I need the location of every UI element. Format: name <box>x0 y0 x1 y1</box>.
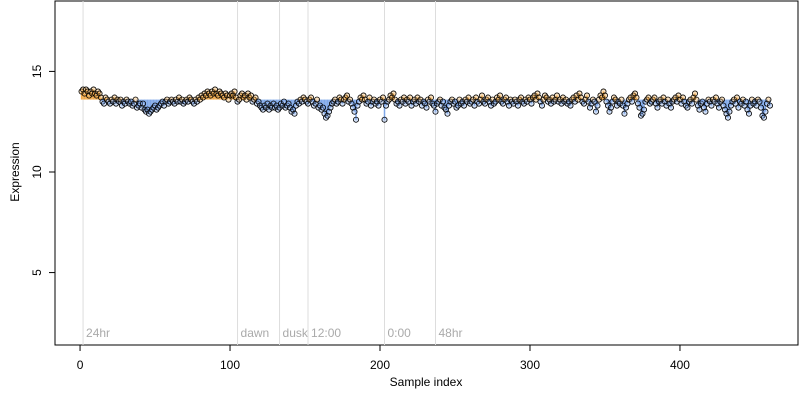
data-point <box>621 110 628 117</box>
data-point <box>460 102 467 109</box>
data-point <box>264 100 271 107</box>
x-tick-label: 0 <box>77 358 84 372</box>
data-point <box>496 92 503 99</box>
x-axis-title: Sample index <box>390 375 463 389</box>
data-point <box>401 94 408 101</box>
data-point <box>538 102 545 109</box>
data-point <box>353 116 360 123</box>
data-point <box>291 110 298 117</box>
data-point <box>633 94 640 101</box>
data-point <box>140 100 147 107</box>
data-point <box>571 98 578 105</box>
data-point <box>628 98 635 105</box>
data-point <box>547 100 554 107</box>
data-point <box>423 104 430 111</box>
data-point <box>528 100 535 107</box>
data-point <box>430 102 437 109</box>
data-point <box>375 102 382 109</box>
data-point <box>739 96 746 103</box>
data-point <box>487 102 494 109</box>
data-point <box>439 98 446 105</box>
x-tick-label: 300 <box>520 358 540 372</box>
data-point <box>601 92 608 99</box>
data-point <box>708 102 715 109</box>
y-tick-label: 10 <box>30 165 44 179</box>
data-point <box>604 102 611 109</box>
data-point <box>712 94 719 101</box>
data-point <box>380 94 387 101</box>
data-point <box>640 106 647 113</box>
data-point <box>558 100 565 107</box>
data-point <box>724 114 731 121</box>
annotation-label: 0:00 <box>388 326 412 340</box>
data-point <box>693 96 700 103</box>
data-point <box>594 102 601 109</box>
x-tick-label: 400 <box>670 358 690 372</box>
data-point <box>390 90 397 97</box>
data-point <box>444 110 451 117</box>
data-point <box>747 102 754 109</box>
data-point <box>667 104 674 111</box>
data-point <box>314 96 321 103</box>
data-point <box>478 92 485 99</box>
data-point <box>745 110 752 117</box>
annotation-label: dawn <box>241 326 270 340</box>
data-point <box>413 100 420 107</box>
data-point <box>396 102 403 109</box>
data-point <box>243 96 250 103</box>
data-point <box>553 92 560 99</box>
data-point <box>344 92 351 99</box>
data-point <box>607 104 614 111</box>
data-point <box>117 96 124 103</box>
data-point <box>567 102 574 109</box>
data-point <box>762 108 769 115</box>
data-point <box>691 90 698 97</box>
data-point <box>702 108 709 115</box>
data-point <box>417 96 424 103</box>
x-tick-label: 200 <box>370 358 390 372</box>
data-point <box>454 102 461 109</box>
data-point <box>760 114 767 121</box>
y-tick-label: 15 <box>30 64 44 78</box>
data-point <box>654 104 661 111</box>
data-point <box>351 108 358 115</box>
annotation-label: 12:00 <box>311 326 341 340</box>
data-point <box>766 102 773 109</box>
data-point <box>436 96 443 103</box>
data-point <box>252 94 259 101</box>
data-point <box>231 88 238 95</box>
annotation-label: 48hr <box>438 326 462 340</box>
data-point <box>742 98 749 105</box>
data-point <box>132 96 139 103</box>
data-point <box>688 100 695 107</box>
y-tick-label: 5 <box>30 269 44 276</box>
data-point <box>726 108 733 115</box>
data-point <box>598 94 605 101</box>
data-point <box>432 108 439 115</box>
annotation-label: 24hr <box>86 326 110 340</box>
data-point <box>684 104 691 111</box>
data-point <box>514 102 521 109</box>
data-point <box>735 104 742 111</box>
annotation-label: dusk <box>283 326 309 340</box>
x-tick-label: 100 <box>220 358 240 372</box>
data-point <box>756 98 763 105</box>
data-point <box>765 96 772 103</box>
data-point <box>427 94 434 101</box>
data-point <box>718 96 725 103</box>
data-point <box>757 104 764 111</box>
plot-frame <box>54 0 799 346</box>
data-point <box>320 104 327 111</box>
y-axis-title: Expression <box>8 142 22 201</box>
data-point <box>733 94 740 101</box>
data-point <box>618 96 625 103</box>
data-point <box>592 108 599 115</box>
data-point <box>381 116 388 123</box>
data-point <box>651 94 658 101</box>
data-point <box>111 94 118 101</box>
data-point <box>612 96 619 103</box>
data-point <box>583 92 590 99</box>
